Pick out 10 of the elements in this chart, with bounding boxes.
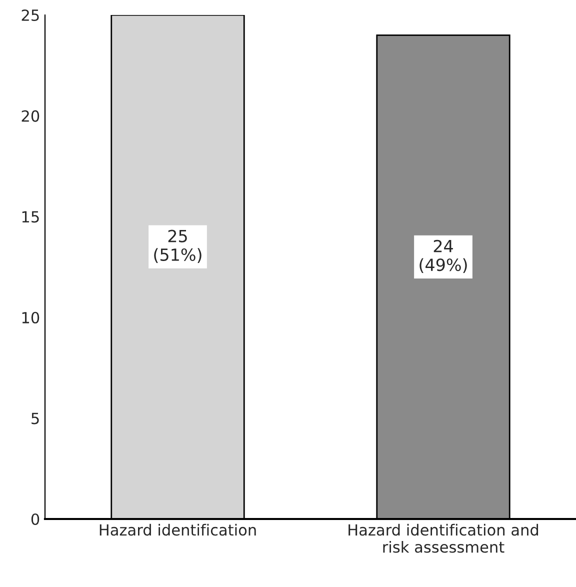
x-tick-label: Hazard identification — [100, 524, 256, 536]
y-tick-label: 10 — [22, 312, 40, 324]
y-tick-label: 15 — [22, 211, 39, 223]
data-label: 25 (51%) — [154, 230, 202, 263]
y-tick-label: 25 — [22, 9, 39, 22]
y-tick-label: 5 — [32, 412, 39, 424]
x-tick-label: Hazard identification and risk assessment — [348, 524, 538, 553]
y-tick-label: 20 — [22, 110, 40, 122]
y-tick-label: 0 — [31, 513, 40, 526]
data-label: 24 (49%) — [420, 240, 467, 274]
